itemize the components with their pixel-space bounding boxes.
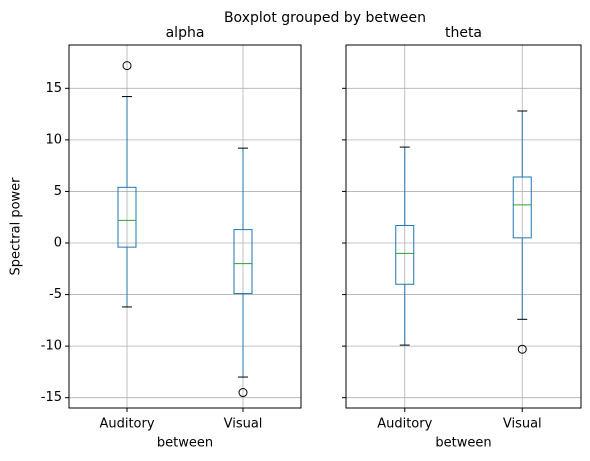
- x-axis-label: between: [435, 436, 491, 451]
- box: [512, 176, 532, 239]
- axes-title: theta: [445, 25, 482, 41]
- y-tick-label: 15: [45, 81, 62, 96]
- y-tick-label: 10: [45, 132, 62, 147]
- axes-title: alpha: [166, 25, 205, 41]
- x-tick-label: Auditory: [99, 417, 154, 432]
- y-axis-label: Spectral power: [9, 177, 24, 276]
- y-tick-label: 0: [54, 236, 62, 251]
- flier: [517, 344, 527, 354]
- flier: [238, 388, 248, 398]
- figure-title: Boxplot grouped by between: [224, 10, 426, 26]
- flier: [122, 61, 132, 71]
- x-tick-label: Auditory: [377, 417, 432, 432]
- y-tick-label: 5: [54, 184, 62, 199]
- x-axis-label: between: [157, 436, 213, 451]
- y-tick-label: -10: [41, 339, 62, 354]
- y-tick-label: -15: [41, 390, 62, 405]
- x-tick-label: Visual: [224, 417, 263, 432]
- box: [117, 186, 137, 248]
- x-tick-label: Visual: [503, 417, 542, 432]
- box: [395, 224, 415, 285]
- axes-frame: [345, 44, 582, 409]
- axes-frame: [68, 44, 302, 409]
- y-tick-label: -5: [49, 287, 62, 302]
- box: [233, 229, 253, 295]
